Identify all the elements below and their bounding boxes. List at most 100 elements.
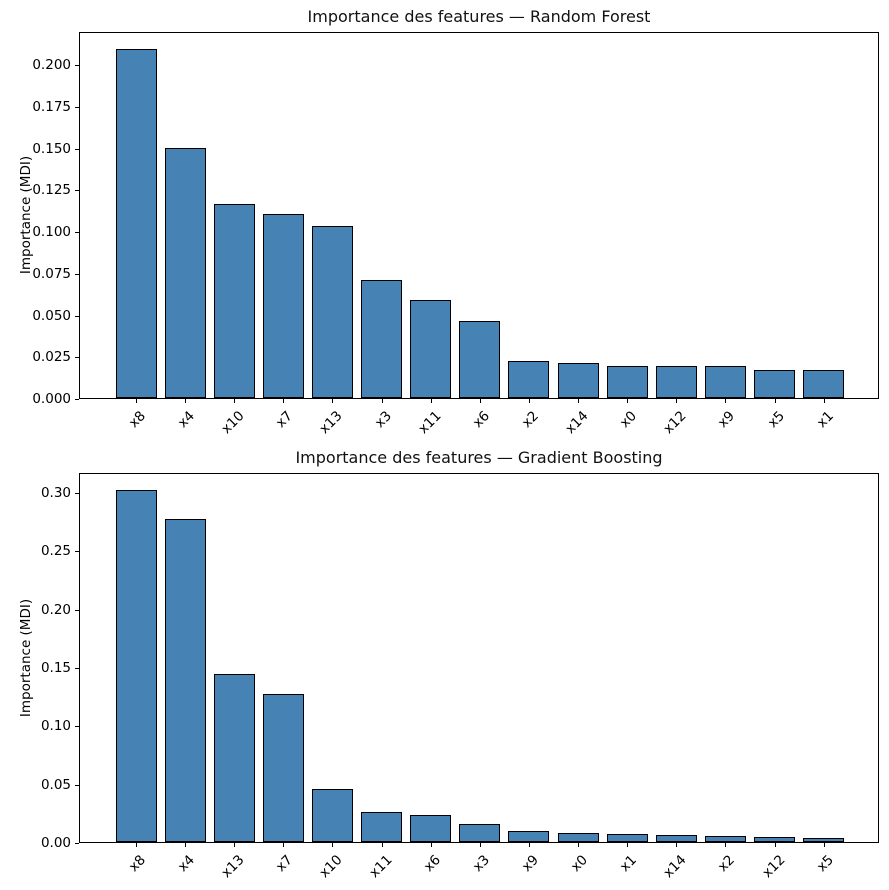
x-tick-label-text: x2 [519, 408, 543, 432]
x-tick-mark [578, 843, 579, 847]
x-tick-mark [185, 399, 186, 403]
x-tick-label-text: x7 [273, 408, 297, 432]
x-tick-mark [382, 399, 383, 403]
y-tick-mark [75, 843, 79, 844]
x-tick-label-text: x10 [218, 408, 248, 438]
y-tick-mark [75, 190, 79, 191]
x-tick-label-text: x4 [175, 852, 199, 876]
y-tick-label-0.30: 0.30 [40, 485, 71, 501]
bar-x4 [165, 519, 206, 842]
y-tick-mark [75, 149, 79, 150]
bar-x11 [361, 812, 402, 842]
y-tick-label-0.10: 0.10 [40, 718, 71, 734]
y-tick-label-0.025: 0.025 [32, 349, 71, 365]
chart1-y-axis-label-text: Importance (MDI) [18, 155, 34, 275]
y-tick-mark [75, 399, 79, 400]
x-tick-mark [136, 399, 137, 403]
x-tick-mark [332, 843, 333, 847]
bar-x3 [459, 824, 500, 842]
bar-x5 [754, 370, 795, 398]
y-tick-mark [75, 668, 79, 669]
bar-x3 [361, 280, 402, 398]
bar-x13 [312, 226, 353, 398]
bar-x8 [116, 49, 157, 398]
y-tick-mark [75, 726, 79, 727]
x-tick-label-text: x10 [316, 852, 346, 882]
x-tick-mark [775, 399, 776, 403]
y-tick-mark [75, 274, 79, 275]
bar-x1 [607, 834, 648, 842]
bar-x13 [214, 674, 255, 842]
y-tick-label-0.075: 0.075 [32, 266, 71, 282]
y-tick-mark [75, 316, 79, 317]
x-tick-label-text: x14 [660, 852, 690, 882]
x-tick-label-text: x13 [316, 408, 346, 438]
bar-x4 [165, 148, 206, 398]
x-tick-mark [725, 843, 726, 847]
x-tick-label-text: x0 [568, 852, 592, 876]
y-tick-label-0.20: 0.20 [40, 602, 71, 618]
bar-x9 [705, 366, 746, 398]
x-tick-label-text: x6 [470, 408, 494, 432]
chart1-title: Importance des features — Random Forest [307, 7, 651, 26]
bar-x6 [410, 815, 451, 842]
x-tick-label-text: x5 [765, 408, 789, 432]
x-tick-mark [529, 399, 530, 403]
y-tick-label-0.150: 0.150 [32, 141, 71, 157]
x-tick-mark [283, 843, 284, 847]
y-tick-label-0.15: 0.15 [40, 660, 71, 676]
y-tick-mark [75, 65, 79, 66]
y-tick-label-0.125: 0.125 [32, 182, 71, 198]
bar-x2 [705, 836, 746, 842]
x-tick-mark [824, 843, 825, 847]
x-tick-label-text: x2 [715, 852, 739, 876]
x-tick-mark [382, 843, 383, 847]
bar-x10 [312, 789, 353, 842]
y-tick-label-0.000: 0.000 [32, 391, 71, 407]
y-tick-mark [75, 107, 79, 108]
bar-x2 [508, 361, 549, 398]
x-tick-mark [480, 399, 481, 403]
bar-x14 [656, 835, 697, 842]
x-tick-label-text: x12 [759, 852, 789, 882]
bar-x7 [263, 214, 304, 398]
x-tick-mark [234, 843, 235, 847]
bar-x12 [656, 366, 697, 398]
bar-x9 [508, 831, 549, 842]
x-tick-label-text: x8 [126, 408, 150, 432]
x-tick-label-text: x5 [814, 852, 838, 876]
bar-x12 [754, 837, 795, 842]
y-tick-mark [75, 785, 79, 786]
x-tick-label-text: x4 [175, 408, 199, 432]
bar-x8 [116, 490, 157, 842]
x-tick-label-text: x11 [366, 852, 396, 882]
x-tick-label-text: x3 [470, 852, 494, 876]
chart2-title: Importance des features — Gradient Boost… [295, 448, 663, 467]
x-tick-mark [283, 399, 284, 403]
x-tick-mark [627, 843, 628, 847]
x-tick-label-text: x9 [519, 852, 543, 876]
x-tick-mark [676, 843, 677, 847]
x-tick-label-text: x1 [617, 852, 641, 876]
bar-x10 [214, 204, 255, 398]
y-tick-mark [75, 493, 79, 494]
x-tick-label-text: x1 [814, 408, 838, 432]
y-tick-mark [75, 232, 79, 233]
y-tick-label-0.050: 0.050 [32, 308, 71, 324]
x-tick-mark [529, 843, 530, 847]
x-tick-mark [775, 843, 776, 847]
bar-x6 [459, 321, 500, 398]
y-tick-label-0.200: 0.200 [32, 57, 71, 73]
x-tick-mark [725, 399, 726, 403]
bar-x1 [803, 370, 844, 398]
x-tick-label-text: x11 [415, 408, 445, 438]
x-tick-label-text: x9 [715, 408, 739, 432]
chart2-axes [79, 473, 879, 843]
x-tick-mark [480, 843, 481, 847]
x-tick-mark [332, 399, 333, 403]
bar-x5 [803, 838, 844, 842]
bar-x0 [607, 366, 648, 398]
x-tick-label-text: x6 [421, 852, 445, 876]
y-tick-mark [75, 357, 79, 358]
